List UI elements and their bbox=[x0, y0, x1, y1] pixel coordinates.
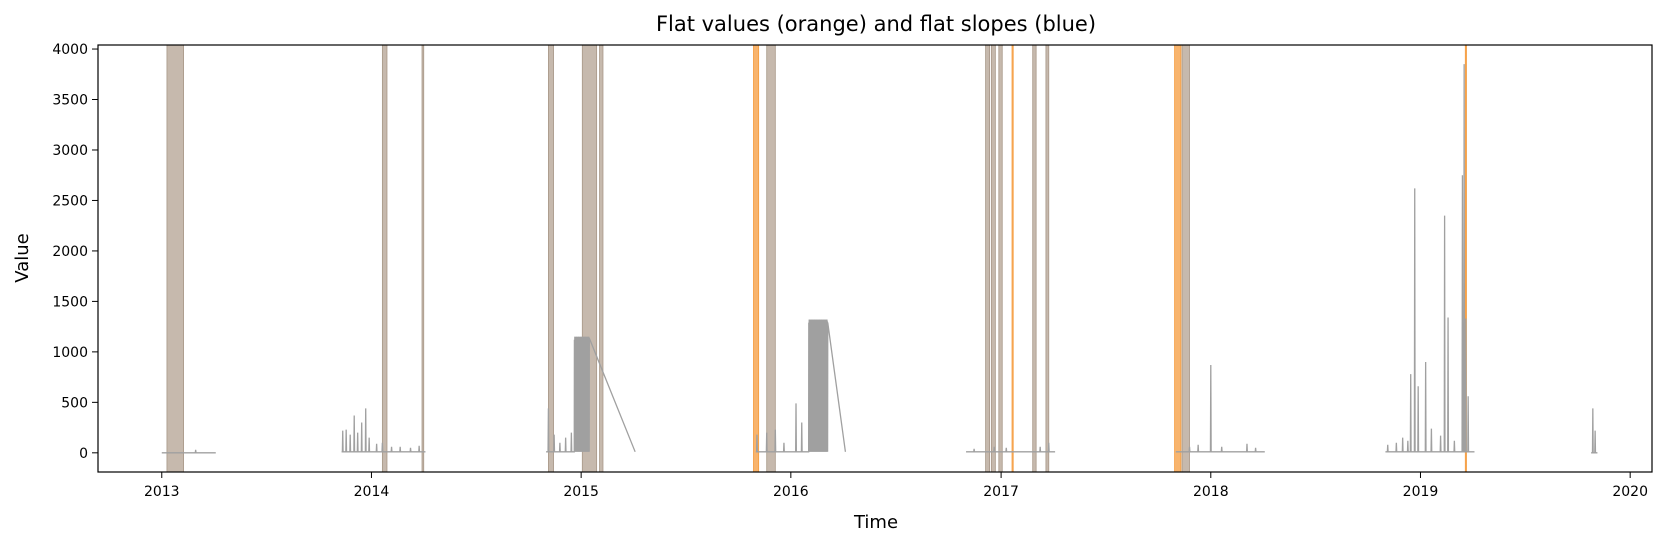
series-segment bbox=[161, 449, 216, 454]
series-segment bbox=[1175, 364, 1265, 453]
series-lines bbox=[161, 64, 1598, 454]
plot-area bbox=[161, 44, 1598, 473]
y-tick-label: 1500 bbox=[52, 294, 88, 310]
y-tick-label: 0 bbox=[79, 446, 88, 462]
flat-slope-region bbox=[1181, 44, 1190, 473]
series-segment bbox=[1385, 64, 1475, 453]
flat-slope-region bbox=[1045, 44, 1050, 473]
y-tick-label: 2000 bbox=[52, 244, 88, 260]
y-tick-label: 3500 bbox=[52, 93, 88, 109]
y-tick-label: 4000 bbox=[52, 42, 88, 58]
series-segment bbox=[1591, 408, 1598, 454]
x-axis-label: Time bbox=[853, 512, 898, 533]
y-tick-label: 3000 bbox=[52, 143, 88, 159]
flat-value-region bbox=[1174, 44, 1182, 473]
series-segment bbox=[966, 442, 1056, 453]
flat-slope-region bbox=[766, 44, 776, 473]
y-tick-label: 1000 bbox=[52, 345, 88, 361]
series-dense-block bbox=[808, 319, 828, 452]
x-tick-label: 2017 bbox=[983, 484, 1019, 500]
flat-slope-region bbox=[381, 44, 388, 473]
flat-slope-region bbox=[548, 44, 554, 473]
series-segment bbox=[341, 408, 426, 453]
flat-slope-region bbox=[421, 44, 425, 473]
flat-slope-region bbox=[166, 44, 184, 473]
y-axis-label: Value bbox=[12, 233, 33, 282]
x-axis: 2013 2014 2015 2016 2017 2018 2019 2020 bbox=[144, 472, 1648, 500]
flat-slope-region bbox=[599, 44, 604, 473]
x-tick-label: 2013 bbox=[144, 484, 180, 500]
flat-slope-region bbox=[1032, 44, 1037, 473]
chart-title: Flat values (orange) and flat slopes (bl… bbox=[656, 12, 1096, 36]
plot-frame bbox=[97, 44, 1653, 473]
x-tick-label: 2018 bbox=[1193, 484, 1229, 500]
series-dense-block bbox=[574, 336, 590, 452]
x-tick-label: 2020 bbox=[1612, 484, 1648, 500]
x-tick-label: 2016 bbox=[773, 484, 809, 500]
flat-value-region bbox=[1011, 44, 1014, 473]
y-tick-label: 2500 bbox=[52, 193, 88, 209]
x-tick-label: 2014 bbox=[354, 484, 390, 500]
x-tick-label: 2015 bbox=[563, 484, 599, 500]
y-tick-label: 500 bbox=[61, 395, 88, 411]
flat-slope-region bbox=[998, 44, 1003, 473]
flat-slope-region bbox=[985, 44, 991, 473]
flat-value-region bbox=[753, 44, 760, 473]
flat-slope-region bbox=[990, 44, 996, 473]
y-axis: 0 500 1000 1500 2000 2500 3000 3500 4000 bbox=[52, 42, 98, 462]
x-tick-label: 2019 bbox=[1403, 484, 1439, 500]
